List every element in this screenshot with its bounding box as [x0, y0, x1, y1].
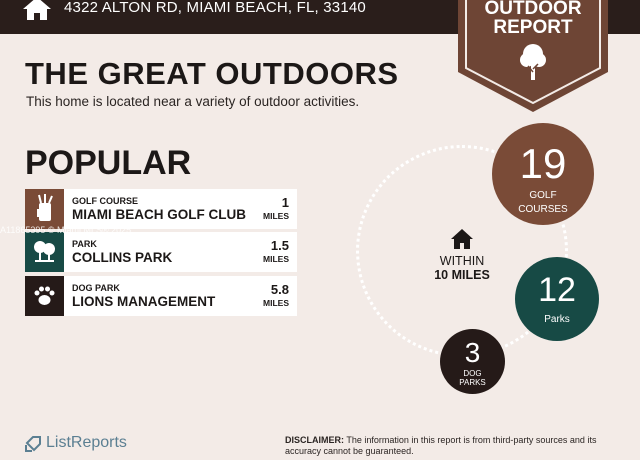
place-name: MIAMI BEACH GOLF CLUB: [72, 207, 246, 222]
golf-label-1: GOLF: [529, 190, 557, 201]
badge-title-line2: REPORT: [493, 17, 573, 38]
place-category: DOG PARK: [72, 283, 120, 293]
house-icon: [23, 0, 51, 20]
place-distance: 5.8: [270, 282, 289, 297]
parks-label: Parks: [544, 314, 570, 325]
place-distance: 1.5: [270, 238, 289, 253]
disclaimer-label: DISCLAIMER:: [285, 435, 344, 445]
within-text: WITHIN: [439, 254, 485, 268]
house-icon: [451, 229, 473, 249]
tree-icon: [520, 44, 546, 80]
property-address: 4322 ALTON RD, MIAMI BEACH, FL, 33140: [64, 0, 366, 16]
golf-count: 19: [519, 140, 567, 187]
dog-parks-count-circle: 3 DOG PARKS: [440, 329, 505, 394]
parks-count-circle: 12 Parks: [515, 257, 599, 341]
list-item-dog-park: DOG PARK LIONS MANAGEMENT 5.8 MILES: [25, 276, 297, 316]
distance-unit: MILES: [263, 211, 289, 221]
distance-unit: MILES: [263, 254, 289, 264]
popular-heading: POPULAR: [25, 144, 192, 182]
listing-watermark: A11865395 © Miami MLS® 2025: [0, 225, 132, 235]
golf-count-circle: 19 GOLF COURSES: [492, 123, 594, 225]
place-category: PARK: [72, 239, 97, 249]
disclaimer-text: The information in this report is from t…: [285, 435, 597, 456]
list-item-golf: GOLF COURSE MIAMI BEACH GOLF CLUB 1 MILE…: [25, 189, 297, 229]
disclaimer: DISCLAIMER: The information in this repo…: [285, 435, 630, 457]
badge-title-line1: OUTDOOR: [484, 0, 582, 19]
list-item-park: PARK COLLINS PARK 1.5 MILES: [25, 232, 297, 272]
dog-label-2: PARKS: [459, 378, 486, 387]
place-name: COLLINS PARK: [72, 250, 173, 265]
radius-miles: 10 MILES: [434, 268, 490, 282]
logo-text: ListReports: [46, 434, 127, 451]
park-trees-icon: [25, 232, 64, 272]
place-name: LIONS MANAGEMENT: [72, 294, 216, 309]
place-distance: 1: [281, 195, 289, 210]
page-title: THE GREAT OUTDOORS: [25, 56, 399, 91]
distance-unit: MILES: [263, 298, 289, 308]
parks-count: 12: [538, 271, 576, 309]
page-subtitle: This home is located near a variety of o…: [26, 94, 360, 109]
listreports-logo-icon: [25, 436, 41, 452]
place-category: GOLF COURSE: [72, 196, 139, 206]
paw-icon: [25, 276, 64, 316]
golf-bag-icon: [25, 189, 64, 229]
dog-parks-count: 3: [464, 337, 481, 368]
radius-label: WITHIN 10 MILES: [416, 254, 508, 282]
golf-label-2: COURSES: [518, 204, 568, 215]
dog-label-1: DOG: [463, 369, 482, 378]
